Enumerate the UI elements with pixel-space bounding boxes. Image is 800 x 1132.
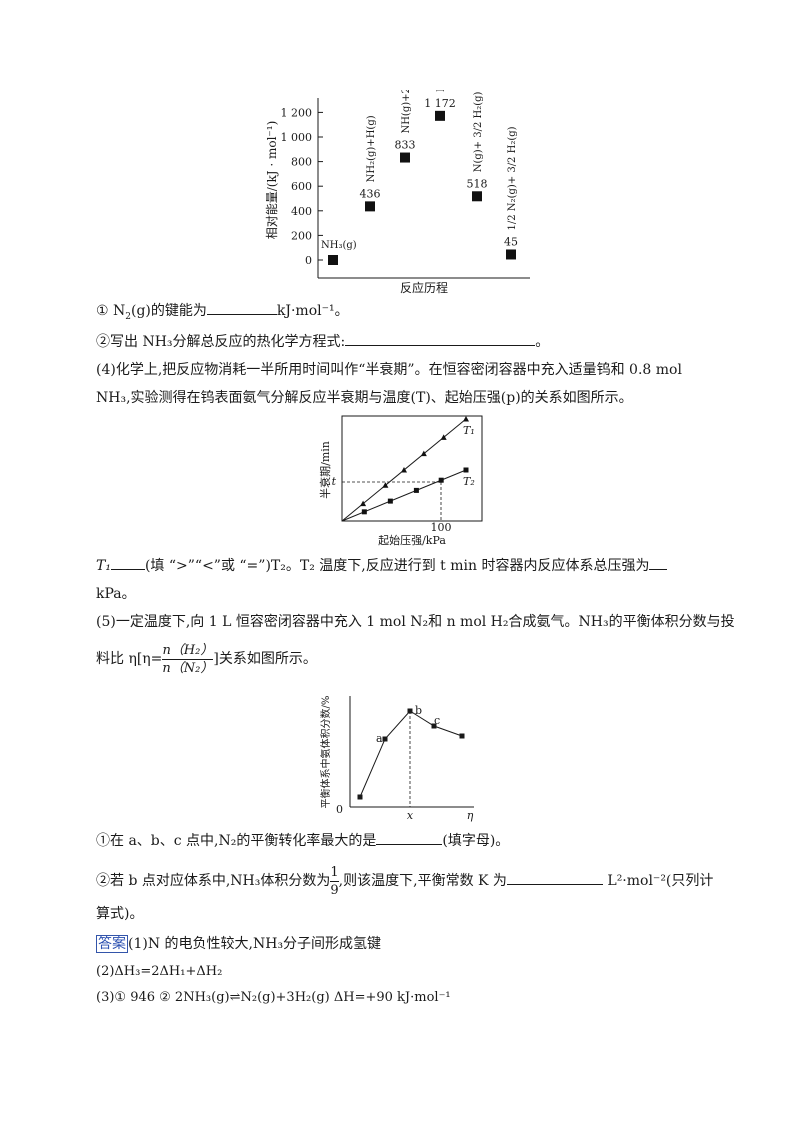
q5-part-2-line-2: 算式)。 (96, 906, 144, 922)
half-life-x-axis-label: 起始压强/kPa (378, 533, 446, 547)
energy-y-tick-label: 0 (305, 254, 312, 267)
t2-data-point (463, 467, 469, 473)
energy-x-axis-label: 反应历程 (400, 280, 448, 295)
ammonia-fraction-chart: a b c 平衡体系中氨体积分数/% 0 x η (319, 696, 474, 822)
species-label: NH₂(g)+H(g) (366, 115, 377, 182)
energy-chart: 1 200 1 000 800 600 400 200 0 NH₃(g) 436 NH₂(g)+… (265, 90, 530, 295)
energy-y-tick-label: 200 (291, 229, 312, 242)
half-life-y-axis-label: 半衰期/min (318, 441, 332, 499)
half-life-chart: 半衰期/min t 100 起始压强/kPa T₁ T₂ (318, 415, 483, 547)
energy-level-point (400, 152, 410, 163)
answer-blank[interactable] (345, 331, 536, 346)
fraction-x-axis-label: η (467, 809, 474, 822)
energy-y-tick-label: 600 (291, 180, 312, 193)
energy-value-label: 436 (360, 187, 381, 200)
t1-data-point (360, 500, 367, 507)
answer-blank[interactable] (206, 300, 277, 315)
q4-fill: T₁ (填 “>”“<”或 “=”)T₂。T₂ 温度下,反应进行到 t min 时… (96, 555, 668, 576)
fraction-origin: 0 (336, 803, 343, 816)
point-label-b: b (415, 704, 422, 717)
fraction-y-axis-label: 平衡体系中氨体积分数/% (319, 696, 332, 809)
t1-data-point (420, 450, 427, 457)
answer-line-2: (2)ΔH₃=2ΔH₁+ΔH₂ (96, 964, 223, 979)
q5-line-1: (5)一定温度下,向 1 L 恒容密闭容器中充入 1 mol N₂和 n mol… (96, 614, 735, 630)
q5-part-2: ②若 b 点对应体系中,NH₃体积分数为 1 9 ,则该温度下,平衡常数 K 为 L²… (96, 864, 714, 898)
half-life-x-tick: 100 (431, 521, 452, 534)
t2-data-point (387, 498, 393, 504)
energy-value-label: 45 (504, 235, 518, 248)
species-label: NH₃(g) (321, 240, 357, 251)
species-label: N(g)+ 3/2 H₂(g) (473, 91, 484, 172)
eta-fraction: n（H₂） n（N₂） (162, 642, 214, 676)
half-life-y-tick: t (332, 475, 337, 488)
energy-level-point (435, 110, 445, 121)
energy-y-tick-label: 800 (291, 156, 312, 169)
point-label-a: a (376, 732, 383, 745)
species-label: 1/2 N₂(g)+ 3/2 H₂(g) (507, 126, 518, 230)
answer-blank[interactable] (649, 555, 668, 570)
point-label-c: c (434, 714, 440, 727)
series-label-t1: T₁ (463, 424, 475, 437)
t2-data-point (438, 477, 444, 483)
t2-data-point (413, 487, 419, 493)
energy-value-label: 518 (467, 177, 488, 190)
answer-tag: 答案 (96, 935, 128, 953)
q4-fill-line-2: kPa。 (96, 586, 136, 602)
t1-data-point (382, 482, 389, 488)
energy-value-label: 833 (395, 139, 416, 152)
q3-equation: ②写出 NH₃分解总反应的热化学方程式:。 (96, 331, 549, 352)
q5-part-1: ①在 a、b、c 点中,N₂的平衡转化率最大的是 (填字母)。 (96, 830, 509, 851)
series-line-t2 (341, 469, 467, 522)
q4-line-2: NH₃,实验测得在钨表面氨气分解反应半衰期与温度(T)、起始压强(p)的关系如图… (96, 390, 633, 406)
q4-line-1: (4)化学上,把反应物消耗一半所用时间叫作“半衰期”。在恒容密闭容器中充入适量钨… (96, 362, 682, 378)
t1-data-point (463, 416, 469, 422)
answer-line-1: 答案 (1)N 的电负性较大,NH₃分子间形成氢键 (96, 935, 382, 953)
t1-data-point (440, 434, 447, 440)
answer-blank[interactable] (506, 870, 603, 885)
q3-bond-energy: ① N2(g)的键能为 kJ·mol⁻¹。 (96, 300, 349, 327)
t1-data-point (401, 467, 407, 473)
answer-blank[interactable] (376, 830, 443, 845)
series-label-t2: T₂ (463, 475, 475, 488)
species-label: N(g)+3H(g) (436, 90, 447, 92)
energy-level-point (328, 255, 338, 265)
energy-y-axis-label: 相对能量/(kJ · mol⁻¹) (265, 121, 279, 240)
energy-y-tick-label: 1 000 (281, 131, 313, 144)
t2-data-point (361, 509, 367, 515)
energy-y-tick-label: 400 (291, 205, 312, 218)
species-label: NH(g)+2H(g) (401, 90, 412, 134)
energy-level-point (365, 201, 375, 212)
q5-line-2: 料比 η[η= n（H₂） n（N₂）]关系如图所示。 (96, 642, 317, 676)
answer-blank[interactable] (110, 555, 145, 570)
energy-value-label: 1 172 (424, 97, 456, 110)
energy-y-tick-label: 1 200 (281, 106, 313, 119)
answer-line-3: (3)① 946 ② 2NH₃(g)⇌N₂(g)+3H₂(g) ΔH=+90 k… (96, 990, 451, 1005)
energy-level-point (506, 249, 516, 260)
energy-level-point (472, 191, 482, 202)
fraction-x-tick: x (407, 809, 414, 822)
